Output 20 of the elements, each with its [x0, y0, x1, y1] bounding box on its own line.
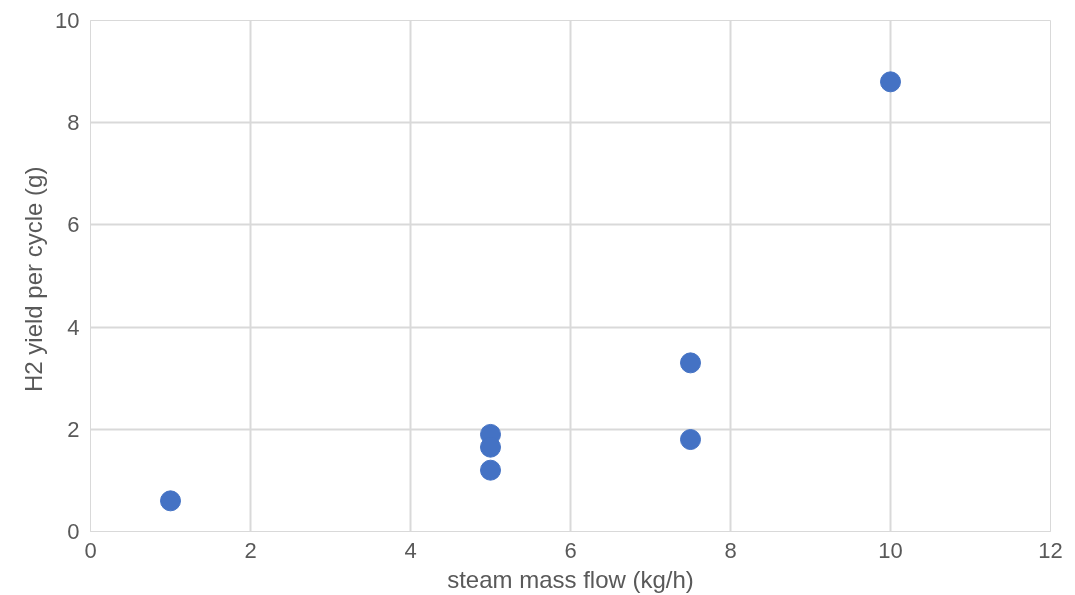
x-axis-title: steam mass flow (kg/h) [447, 565, 694, 593]
y-axis-title: H2 yield per cycle (g) [20, 166, 48, 393]
point [160, 490, 181, 512]
y-tick-label: 8 [67, 110, 80, 136]
y-tick-label: 10 [55, 8, 80, 33]
y-tick-label: 6 [67, 212, 80, 238]
y-tick-label: 2 [67, 416, 80, 442]
x-tick-label: 10 [878, 537, 903, 563]
x-tick-label: 2 [244, 537, 257, 563]
y-tick-label: 4 [67, 314, 80, 340]
point [680, 429, 701, 450]
x-tick-label: 4 [404, 537, 417, 563]
point [480, 459, 501, 481]
x-tick-label: 6 [564, 537, 577, 563]
x-tick-label: 12 [1038, 537, 1063, 563]
x-tick-label: 8 [724, 537, 737, 563]
point [880, 71, 901, 93]
y-tick-label: 0 [67, 519, 80, 544]
x-tick-label: 0 [84, 537, 97, 563]
point [680, 352, 701, 374]
